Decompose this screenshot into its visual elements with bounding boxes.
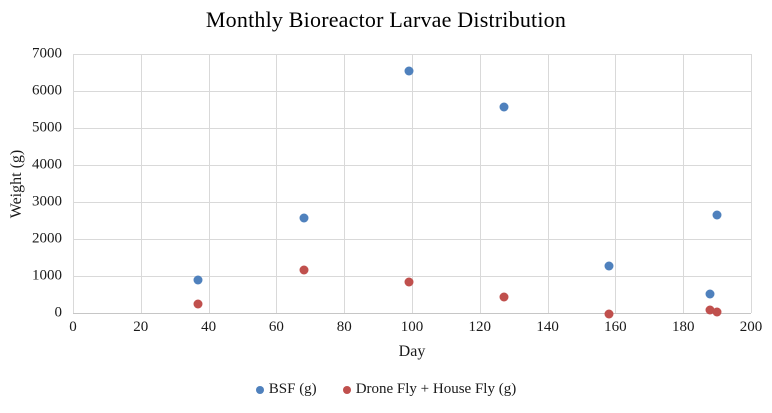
x-tick-label: 20 <box>133 319 149 335</box>
data-point-series-1 <box>193 299 203 309</box>
gridline-vertical <box>615 54 617 313</box>
x-tick-label: 140 <box>536 319 559 335</box>
x-tick-label: 80 <box>336 319 352 335</box>
gridline-vertical <box>208 54 210 313</box>
gridline-vertical <box>276 54 278 313</box>
data-point-series-0 <box>705 289 715 299</box>
x-tick-label: 160 <box>604 319 627 335</box>
gridline-vertical <box>344 54 346 313</box>
data-point-series-1 <box>604 309 614 319</box>
data-point-series-1 <box>705 305 715 315</box>
x-tick-label: 200 <box>739 319 763 335</box>
legend-marker-icon <box>255 385 264 394</box>
y-tick-label: 5000 <box>32 119 62 136</box>
data-point-series-0 <box>193 275 203 285</box>
data-point-series-0 <box>499 102 509 112</box>
gridline-vertical <box>547 54 549 313</box>
plot-area <box>73 54 752 319</box>
gridline-vertical <box>412 54 413 313</box>
legend-item: BSF (g) <box>255 381 317 398</box>
legend-label: BSF (g) <box>268 381 317 397</box>
legend-item: Drone Fly + House Fly (g) <box>342 381 517 398</box>
legend-marker-icon <box>342 385 351 394</box>
y-tick-label: 1000 <box>32 267 62 284</box>
legend-label: Drone Fly + House Fly (g) <box>355 381 517 397</box>
data-point-series-0 <box>604 261 614 271</box>
x-tick-label: 100 <box>400 319 424 335</box>
data-point-series-1 <box>404 277 414 287</box>
y-tick-label: 0 <box>54 304 63 321</box>
data-point-series-1 <box>499 292 509 302</box>
y-tick-label: 4000 <box>32 156 62 173</box>
legend: BSF (g) Drone Fly + House Fly (g) <box>0 381 772 398</box>
data-point-series-0 <box>712 210 722 220</box>
data-point-series-1 <box>299 265 309 275</box>
gridline-vertical <box>73 54 74 313</box>
gridline-vertical <box>683 54 685 313</box>
data-point-series-0 <box>404 66 414 76</box>
y-tick-label: 7000 <box>32 45 62 62</box>
x-tick-label: 40 <box>201 319 217 335</box>
x-tick-label: 60 <box>268 319 284 335</box>
gridline-vertical <box>751 54 752 313</box>
gridline-vertical <box>479 54 481 313</box>
y-tick-label: 2000 <box>32 230 62 247</box>
x-tick-label: 120 <box>468 319 492 335</box>
x-tick-label: 180 <box>671 319 695 335</box>
chart-title: Monthly Bioreactor Larvae Distribution <box>205 7 567 32</box>
x-axis-line <box>73 313 751 314</box>
x-tick-label: 0 <box>69 319 77 335</box>
data-point-series-0 <box>299 213 309 223</box>
y-tick-label: 6000 <box>32 82 62 99</box>
data-point-series-1 <box>712 307 722 317</box>
gridline-vertical <box>140 54 142 313</box>
y-tick-label: 3000 <box>32 193 62 210</box>
x-axis-title: Day <box>398 343 426 360</box>
